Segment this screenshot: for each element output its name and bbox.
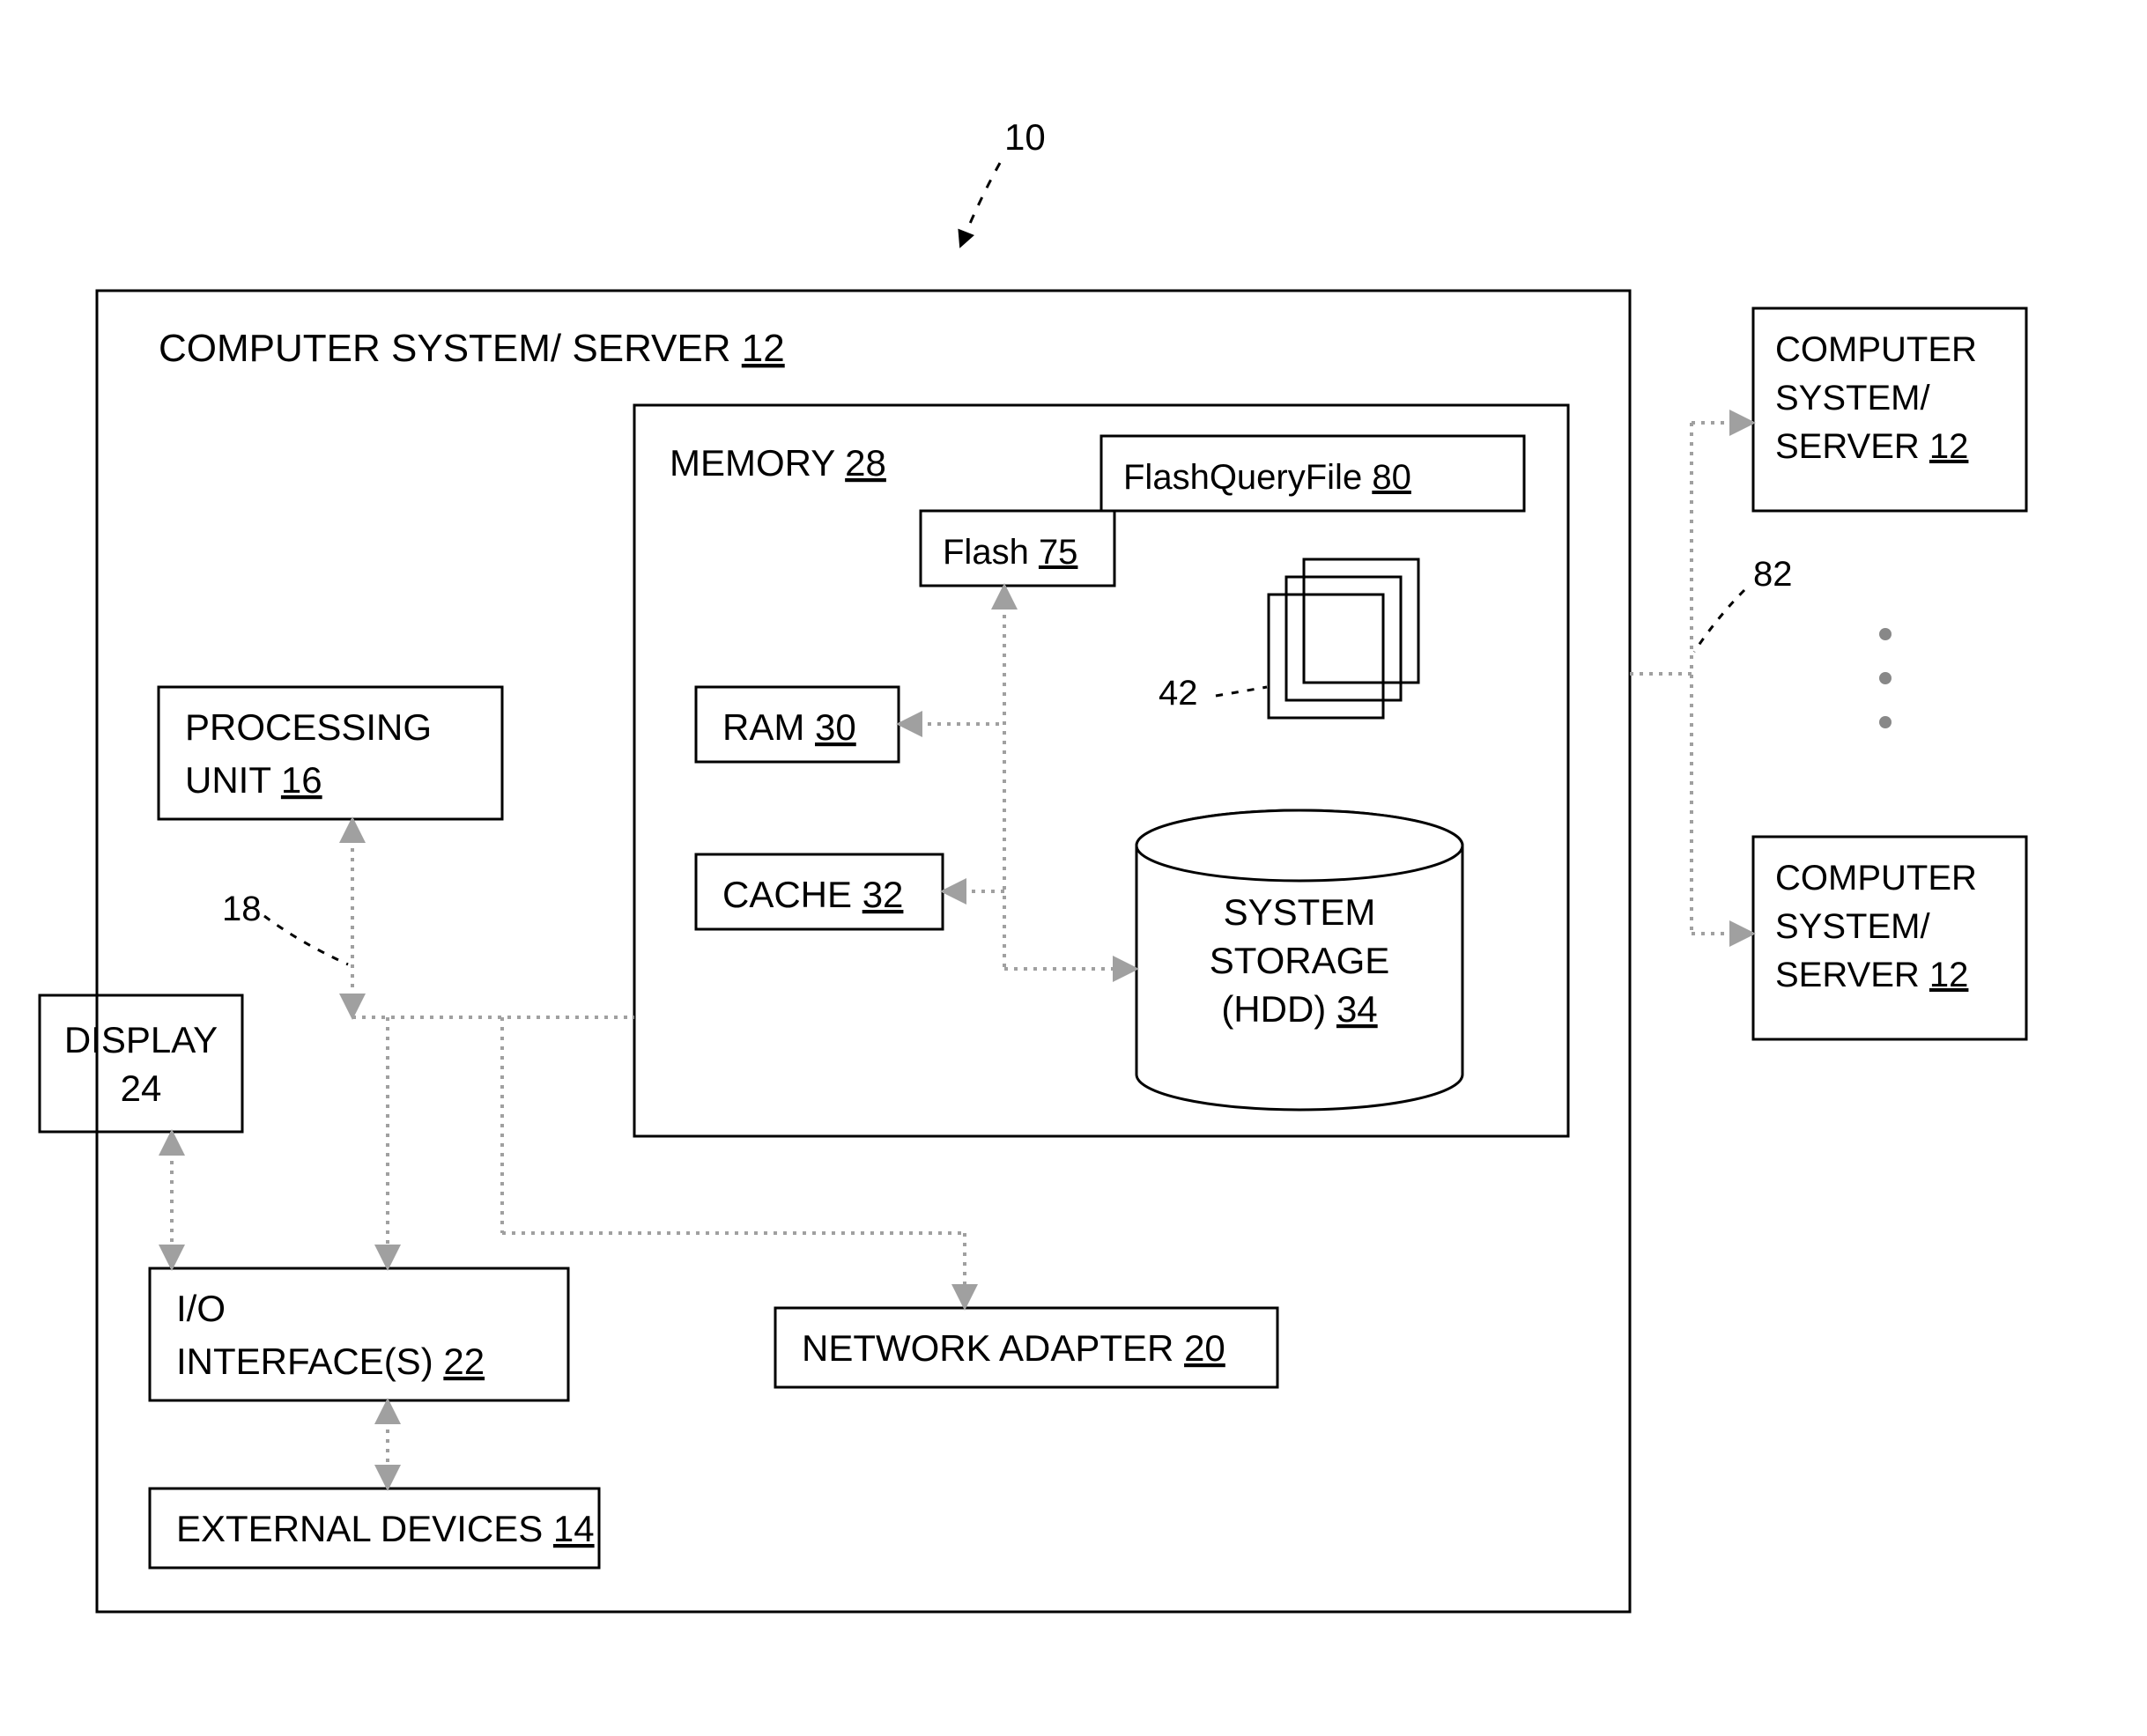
ref-18-leader bbox=[264, 916, 348, 964]
memory-title: MEMORY 28 bbox=[670, 442, 886, 484]
main-title: COMPUTER SYSTEM/ SERVER 12 bbox=[159, 327, 785, 370]
storage-l2: STORAGE bbox=[1210, 940, 1390, 981]
remote1-l3: SERVER 12 bbox=[1775, 427, 1968, 466]
ram-label: RAM 30 bbox=[722, 706, 856, 748]
storage-l1: SYSTEM bbox=[1224, 891, 1376, 933]
display-box bbox=[40, 995, 242, 1132]
remote2-l3: SERVER 12 bbox=[1775, 956, 1968, 994]
ref-42-leader bbox=[1216, 687, 1267, 696]
storage-l3: (HDD) 34 bbox=[1221, 988, 1377, 1030]
cache-label: CACHE 32 bbox=[722, 874, 903, 915]
external-label: EXTERNAL DEVICES 14 bbox=[176, 1508, 595, 1549]
processing-l2: UNIT 16 bbox=[185, 759, 322, 801]
flash-label: Flash 75 bbox=[943, 533, 1077, 572]
ref-10-arrow bbox=[960, 163, 1000, 247]
ref-18: 18 bbox=[222, 890, 262, 928]
io-l1: I/O bbox=[176, 1288, 226, 1329]
processing-l1: PROCESSING bbox=[185, 706, 432, 748]
ref-82: 82 bbox=[1753, 555, 1793, 594]
network-label: NETWORK ADAPTER 20 bbox=[802, 1327, 1225, 1369]
remote2-l1: COMPUTER bbox=[1775, 859, 1977, 898]
display-l1: DISPLAY bbox=[64, 1019, 218, 1060]
remote2-l2: SYSTEM/ bbox=[1775, 907, 1930, 946]
diagram-canvas: 10 COMPUTER SYSTEM/ SERVER 12 MEMORY 28 … bbox=[0, 0, 2147, 1736]
ref-10: 10 bbox=[1004, 116, 1046, 158]
remote1-l1: COMPUTER bbox=[1775, 330, 1977, 369]
ref-42: 42 bbox=[1159, 674, 1198, 713]
io-l2: INTERFACE(S) 22 bbox=[176, 1341, 485, 1382]
docs-stack-icon bbox=[1269, 559, 1418, 718]
remote1-l2: SYSTEM/ bbox=[1775, 379, 1930, 417]
display-num: 24 bbox=[121, 1067, 162, 1109]
ref-82-leader bbox=[1694, 590, 1744, 652]
fqf-label: FlashQueryFile 80 bbox=[1123, 458, 1411, 497]
ellipsis-dots-icon bbox=[1879, 628, 1892, 728]
